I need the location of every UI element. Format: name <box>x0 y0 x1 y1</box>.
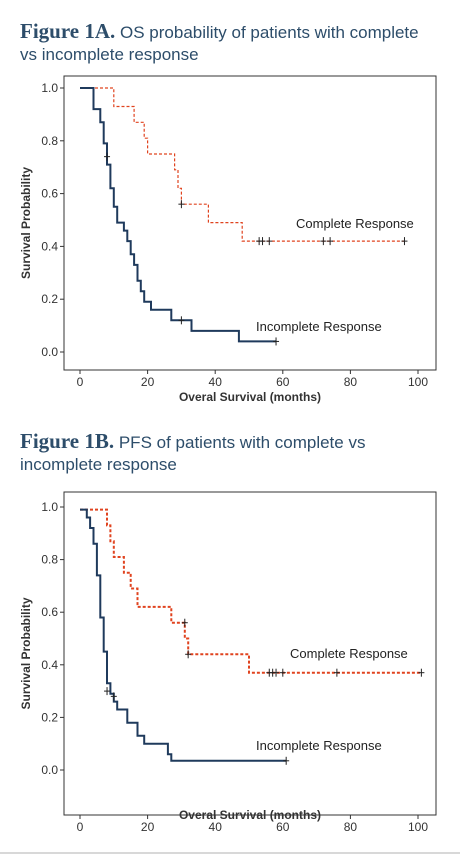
figure-1a-label: Figure 1A. <box>20 19 116 43</box>
x-tick-label: 100 <box>408 375 428 389</box>
y-tick-label: 1.0 <box>41 500 58 514</box>
figure-1b-chart: 0.0 0.2 0.4 0.6 0.8 1.0 0 20 40 60 80 100 Overal Sur… <box>19 491 437 834</box>
y-tick-label: 1.0 <box>41 81 58 95</box>
y-axis-label: Survival Probability <box>19 597 33 709</box>
x-tick-label: 20 <box>141 375 155 389</box>
plot-frame <box>63 75 437 371</box>
y-tick-label: 0.4 <box>41 239 58 253</box>
complete-response-curve <box>80 87 405 242</box>
x-axis-label: Overal Survival (months) <box>179 808 321 822</box>
y-tick-label: 0.2 <box>41 292 58 306</box>
figure-1a-caption: OS probability of patients with complete… <box>20 23 419 64</box>
x-tick-label: 40 <box>209 375 223 389</box>
x-tick-label: 80 <box>344 820 358 834</box>
x-tick-label: 100 <box>408 820 428 834</box>
x-tick-label: 40 <box>209 820 223 834</box>
figure-1a-panel: Figure 1A. OS probability of patients wi… <box>0 0 460 420</box>
y-tick-label: 0.8 <box>41 553 58 567</box>
incomplete-response-curve <box>80 87 276 343</box>
bottom-border <box>0 852 460 854</box>
figure-1a-title: Figure 1A. OS probability of patients wi… <box>20 20 440 66</box>
x-tick-label: 20 <box>141 820 155 834</box>
x-tick-label: 60 <box>276 820 290 834</box>
y-tick-label: 0.6 <box>41 187 58 201</box>
figure-1b-panel: Figure 1B. PFS of patients with complete… <box>0 428 460 856</box>
y-tick-label: 0.8 <box>41 134 58 148</box>
x-tick-label: 0 <box>77 375 84 389</box>
complete-response-label: Complete Response <box>290 646 408 661</box>
complete-response-label: Complete Response <box>296 216 414 231</box>
figure-1b-title: Figure 1B. PFS of patients with complete… <box>20 430 440 476</box>
y-tick-label: 0.0 <box>41 763 58 777</box>
figure-1a-chart: 0.0 0.2 0.4 0.6 0.8 1.0 0 20 40 60 80 100 Overal Sur… <box>19 75 437 404</box>
y-tick-label: 0.2 <box>41 710 58 724</box>
incomplete-response-label: Incomplete Response <box>256 738 382 753</box>
y-tick-label: 0.4 <box>41 658 58 672</box>
x-tick-label: 60 <box>276 375 290 389</box>
incomplete-response-curve <box>80 508 287 762</box>
x-tick-label: 80 <box>344 375 358 389</box>
x-tick-label: 0 <box>77 820 84 834</box>
figure-1b-label: Figure 1B. <box>20 429 115 453</box>
plot-frame <box>63 491 437 816</box>
y-tick-label: 0.6 <box>41 605 58 619</box>
figure-1b-caption: PFS of patients with complete vs incompl… <box>20 433 366 474</box>
y-tick-label: 0.0 <box>41 345 58 359</box>
incomplete-response-label: Incomplete Response <box>256 319 382 334</box>
y-axis-label: Survival Probability <box>19 167 33 279</box>
complete-response-curve <box>80 508 422 674</box>
x-axis-label: Overal Survival (months) <box>179 390 321 404</box>
